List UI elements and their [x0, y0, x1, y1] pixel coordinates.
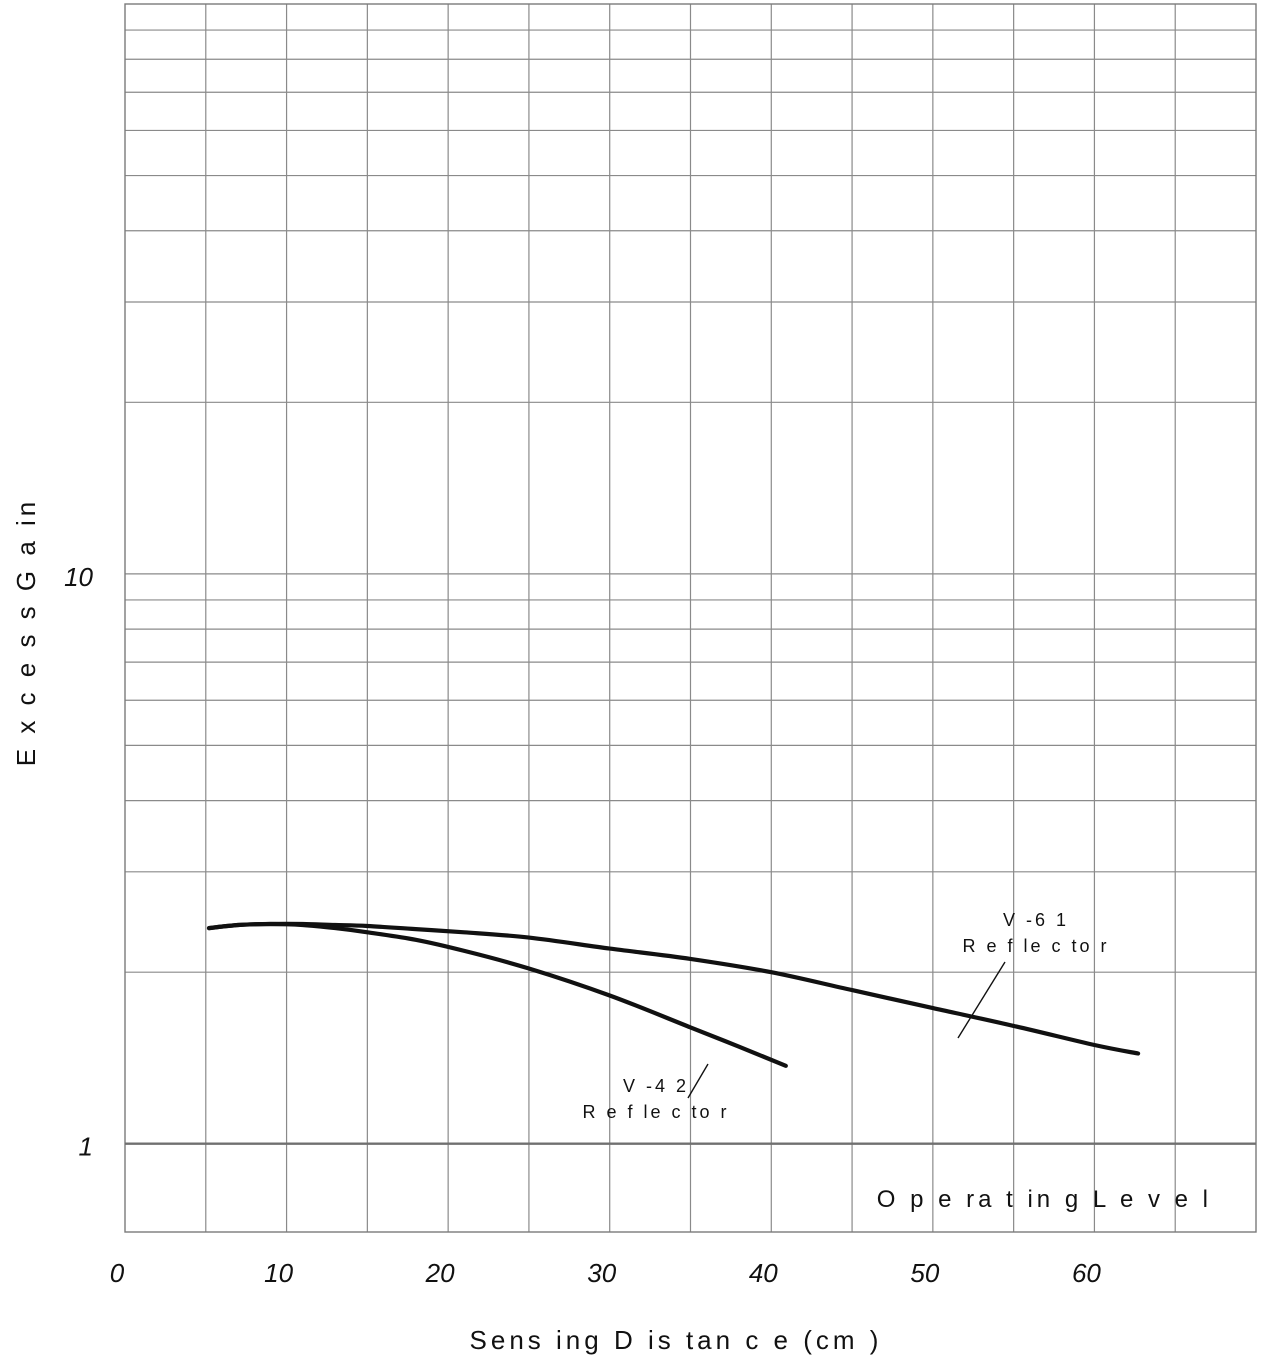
y-tick-labels: 1 10: [64, 562, 93, 1162]
v61-leader-line: [957, 961, 1006, 1039]
plot-frame: [124, 3, 1257, 1233]
x-tick-label: 10: [264, 1258, 293, 1288]
operating-level-label: O p e ra t in g L e v e l: [877, 1186, 1212, 1213]
v61-annotation-line-2: R e f le c to r: [962, 936, 1109, 956]
x-axis-label: Sens ing D is tan c e (cm ): [470, 1325, 883, 1355]
x-tick-label: 50: [910, 1258, 939, 1288]
v42-leader-line: [687, 1063, 709, 1099]
x-tick-label: 40: [749, 1258, 778, 1288]
v42-annotation-line-2: R e f le c to r: [582, 1102, 729, 1122]
x-tick-label: 0: [110, 1258, 125, 1288]
x-tick-label: 30: [587, 1258, 616, 1288]
series-curve-v42: [206, 921, 788, 1068]
series-annotations: V -6 1 R e f le c to r V -4 2 R e f le c to…: [582, 910, 1109, 1122]
v61-annotation-line-1: V -6 1: [1003, 910, 1069, 930]
annotation-leaders: [687, 961, 1006, 1099]
y-tick-label: 10: [64, 562, 93, 592]
x-tick-labels: 0 10 20 30 40 50 60: [110, 1258, 1102, 1288]
y-tick-label: 1: [79, 1132, 93, 1162]
x-tick-label: 20: [425, 1258, 455, 1288]
x-tick-label: 60: [1072, 1258, 1101, 1288]
vertical-gridlines: [205, 4, 1176, 1232]
series-curves: [206, 921, 1141, 1068]
v42-annotation-line-1: V -4 2: [623, 1076, 689, 1096]
y-axis-label: E x c e s s G a in: [11, 498, 41, 767]
horizontal-gridlines: [125, 29, 1256, 973]
